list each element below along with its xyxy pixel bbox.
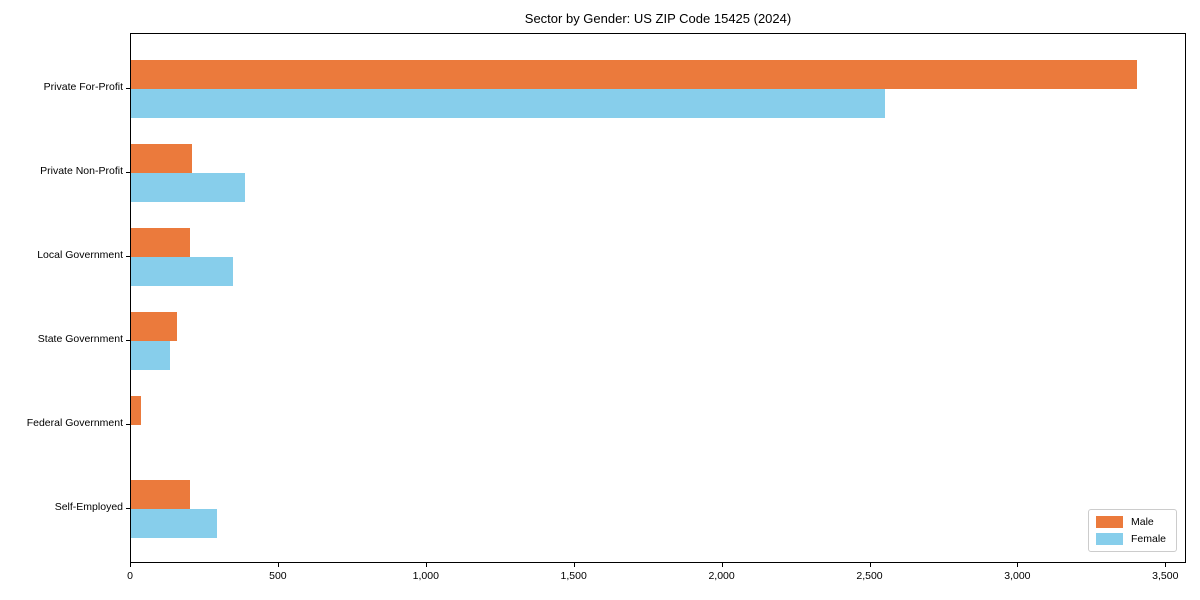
y-tick-mark — [126, 339, 130, 341]
x-axis-tick-label: 0 — [127, 570, 133, 582]
bar-male-state-government — [131, 311, 177, 341]
bar-female-private-for-profit — [131, 88, 886, 118]
x-tick-mark — [425, 563, 427, 567]
x-tick-mark — [277, 563, 279, 567]
y-tick-mark — [126, 87, 130, 89]
bar-female-state-government — [131, 340, 170, 370]
y-axis-label-private-non-profit: Private Non-Profit — [40, 164, 123, 177]
legend-entry-male: Male — [1095, 516, 1166, 528]
y-tick-mark — [126, 423, 130, 425]
y-tick-mark — [126, 255, 130, 257]
y-axis-label-local-government: Local Government — [37, 248, 123, 261]
y-tick-mark — [126, 171, 130, 173]
bar-female-self-employed — [131, 508, 217, 538]
legend-label-male: Male — [1130, 516, 1154, 528]
legend-swatch-male — [1095, 516, 1123, 528]
y-tick-mark — [126, 507, 130, 509]
bar-male-local-government — [131, 227, 191, 257]
bar-male-private-for-profit — [131, 59, 1137, 89]
x-axis-tick-label: 500 — [269, 570, 287, 582]
legend-entry-female: Female — [1095, 533, 1166, 545]
chart-title: Sector by Gender: US ZIP Code 15425 (202… — [524, 11, 792, 26]
plot-area: Male Female — [130, 33, 1186, 563]
x-axis-tick-label: 3,000 — [1004, 570, 1031, 582]
legend-label-female: Female — [1130, 533, 1166, 545]
y-axis-label-private-for-profit: Private For-Profit — [43, 80, 123, 93]
bar-male-private-non-profit — [131, 143, 192, 173]
x-axis-tick-label: 2,000 — [708, 570, 735, 582]
legend: Male Female — [1087, 509, 1177, 552]
y-axis-label-self-employed: Self-Employed — [54, 500, 123, 513]
bar-male-self-employed — [131, 479, 191, 509]
x-tick-mark — [1017, 563, 1019, 567]
y-axis-label-federal-government: Federal Government — [26, 416, 123, 429]
x-axis-tick-label: 1,000 — [412, 570, 439, 582]
x-tick-mark — [1165, 563, 1167, 567]
legend-swatch-female — [1095, 533, 1123, 545]
bar-male-federal-government — [131, 395, 142, 425]
bar-female-private-non-profit — [131, 172, 245, 202]
x-tick-mark — [130, 563, 131, 567]
x-axis-tick-label: 3,500 — [1152, 570, 1179, 582]
y-axis-label-state-government: State Government — [37, 332, 123, 345]
bar-female-local-government — [131, 256, 234, 286]
x-axis-tick-label: 1,500 — [560, 570, 587, 582]
x-tick-mark — [721, 563, 723, 567]
x-axis-tick-label: 2,500 — [856, 570, 883, 582]
x-tick-mark — [869, 563, 871, 567]
x-tick-mark — [573, 563, 575, 567]
